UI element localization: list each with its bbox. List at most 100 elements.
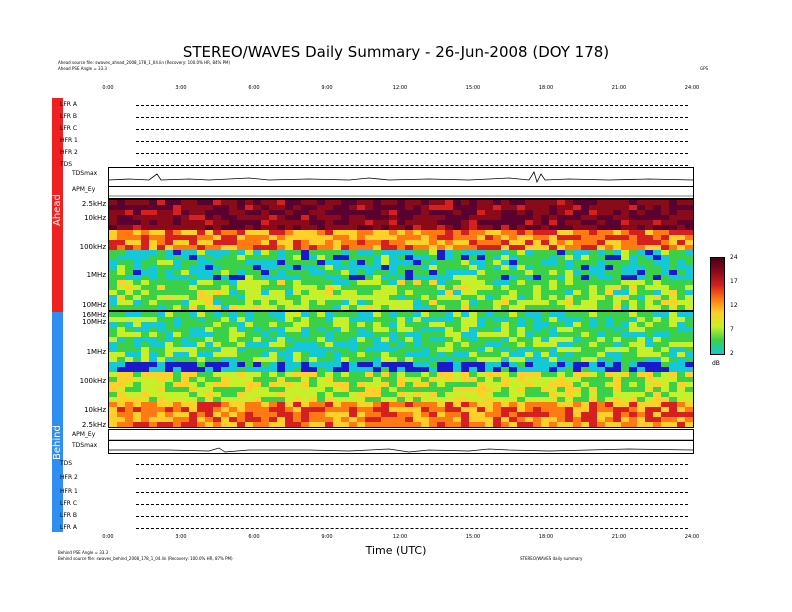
behind-spectrogram-cell: [341, 412, 349, 417]
behind-spectrogram-cell: [613, 372, 621, 377]
ahead-spectrogram-cell: [517, 255, 525, 260]
ahead-spectrogram-cell: [253, 265, 261, 270]
behind-spectrogram-cell: [317, 422, 325, 427]
behind-spectrogram-cell: [501, 337, 509, 342]
behind-spectrogram-cell: [533, 332, 541, 337]
ahead-spectrogram-cell: [253, 230, 261, 235]
behind-spectrogram-cell: [477, 392, 485, 397]
behind-spectrogram-cell: [485, 367, 493, 372]
behind-spectrogram-cell: [221, 387, 229, 392]
behind-spectrogram-cell: [637, 362, 645, 367]
colorbar: [710, 257, 725, 355]
behind-spectrogram-cell: [533, 367, 541, 372]
ahead-spectrogram-cell: [333, 205, 341, 210]
ahead-spectrogram-cell: [541, 295, 549, 300]
behind-spectrogram-cell: [213, 357, 221, 362]
ahead-spectrogram-cell: [493, 250, 501, 255]
ahead-spectrogram-cell: [621, 255, 629, 260]
ahead-spectrogram-cell: [461, 250, 469, 255]
ahead-spectrogram-cell: [597, 265, 605, 270]
behind-spectrogram-cell: [645, 372, 653, 377]
ahead-spectrogram-cell: [485, 230, 493, 235]
behind-spectrogram-cell: [477, 362, 485, 367]
ahead-spectrogram-cell: [197, 205, 205, 210]
ahead-spectrogram-cell: [333, 210, 341, 215]
ahead-spectrogram-cell: [405, 285, 413, 290]
behind-spectrogram-cell: [293, 337, 301, 342]
behind-spectrogram-cell: [629, 357, 637, 362]
ahead-spectrogram-cell: [653, 220, 661, 225]
behind-spectrogram-cell: [453, 352, 461, 357]
behind-spectrogram-cell: [389, 317, 397, 322]
ahead-spectrogram-cell: [461, 260, 469, 265]
bottom-x-ticks: 0:00 3:00 6:00 9:00 12:00 15:00 18:00 21:00 24:0…: [102, 534, 699, 542]
behind-spectrogram-cell: [245, 377, 253, 382]
ahead-spectrogram-cell: [533, 285, 541, 290]
behind-spectrogram-cell: [349, 367, 357, 372]
behind-spectrogram-cell: [405, 342, 413, 347]
ahead-spectrogram-cell: [677, 275, 685, 280]
behind-spectrogram-cell: [533, 392, 541, 397]
ahead-spectrogram-cell: [181, 200, 189, 205]
ahead-spectrogram-cell: [397, 200, 405, 205]
behind-spectrogram-cell: [565, 317, 573, 322]
ahead-spectrogram-cell: [261, 275, 269, 280]
behind-spectrogram-cell: [653, 327, 661, 332]
ahead-spectrogram-cell: [317, 280, 325, 285]
ahead-spectrogram-cell: [581, 200, 589, 205]
behind-spectrogram-cell: [373, 407, 381, 412]
behind-spectrogram-cell: [685, 377, 693, 382]
ahead-spectrogram-cell: [149, 200, 157, 205]
ahead-spectrogram-cell: [213, 275, 221, 280]
behind-spectrogram-cell: [629, 387, 637, 392]
behind-spectrogram-cell: [421, 422, 429, 427]
ahead-spectrogram-cell: [437, 265, 445, 270]
behind-spectrogram-cell: [597, 337, 605, 342]
ahead-spectrogram-cell: [333, 275, 341, 280]
behind-spectrogram-cell: [261, 397, 269, 402]
ahead-spectrogram-cell: [381, 250, 389, 255]
ahead-spectrogram-cell: [373, 270, 381, 275]
behind-spectrogram-cell: [453, 327, 461, 332]
behind-spectrogram-cell: [237, 387, 245, 392]
behind-spectrogram-cell: [429, 402, 437, 407]
ahead-spectrogram-cell: [533, 225, 541, 230]
behind-spectrogram-cell: [237, 382, 245, 387]
ahead-spectrogram-cell: [629, 260, 637, 265]
behind-spectrogram-cell: [389, 337, 397, 342]
behind-spectrogram-cell: [269, 407, 277, 412]
ahead-spectrogram-cell: [165, 255, 173, 260]
ahead-spectrogram-cell: [469, 225, 477, 230]
ahead-spectrogram-cell: [125, 295, 133, 300]
ahead-spectrogram-cell: [533, 235, 541, 240]
behind-spectrogram-cell: [525, 422, 533, 427]
behind-spectrogram-cell: [605, 382, 613, 387]
behind-spectrogram-cell: [413, 397, 421, 402]
behind-spectrogram-cell: [253, 417, 261, 422]
behind-spectrogram-cell: [437, 392, 445, 397]
behind-spectrogram-cell: [373, 332, 381, 337]
ahead-spectrogram-cell: [205, 275, 213, 280]
x-tick-label: 9:00: [321, 85, 333, 91]
behind-spectrogram-cell: [557, 327, 565, 332]
ahead-spectrogram-cell: [157, 225, 165, 230]
behind-spectrogram-cell: [285, 382, 293, 387]
behind-spectrogram-cell: [453, 422, 461, 427]
ahead-spectrogram-cell: [445, 220, 453, 225]
behind-spectrogram-cell: [493, 387, 501, 392]
behind-spectrogram-cell: [549, 342, 557, 347]
behind-spectrogram-cell: [501, 412, 509, 417]
behind-spectrogram-cell: [181, 397, 189, 402]
behind-spectrogram-cell: [165, 322, 173, 327]
behind-spectrogram-cell: [389, 352, 397, 357]
behind-spectrogram-cell: [213, 407, 221, 412]
ahead-spectrogram-cell: [421, 265, 429, 270]
behind-spectrogram-cell: [285, 352, 293, 357]
behind-spectrogram-cell: [301, 357, 309, 362]
behind-spectrogram-cell: [653, 372, 661, 377]
ahead-spectrogram-cell: [541, 210, 549, 215]
ahead-spectrogram-cell: [613, 290, 621, 295]
ahead-spectrogram-cell: [573, 290, 581, 295]
ahead-spectrogram-cell: [669, 235, 677, 240]
behind-spectrogram-cell: [381, 317, 389, 322]
